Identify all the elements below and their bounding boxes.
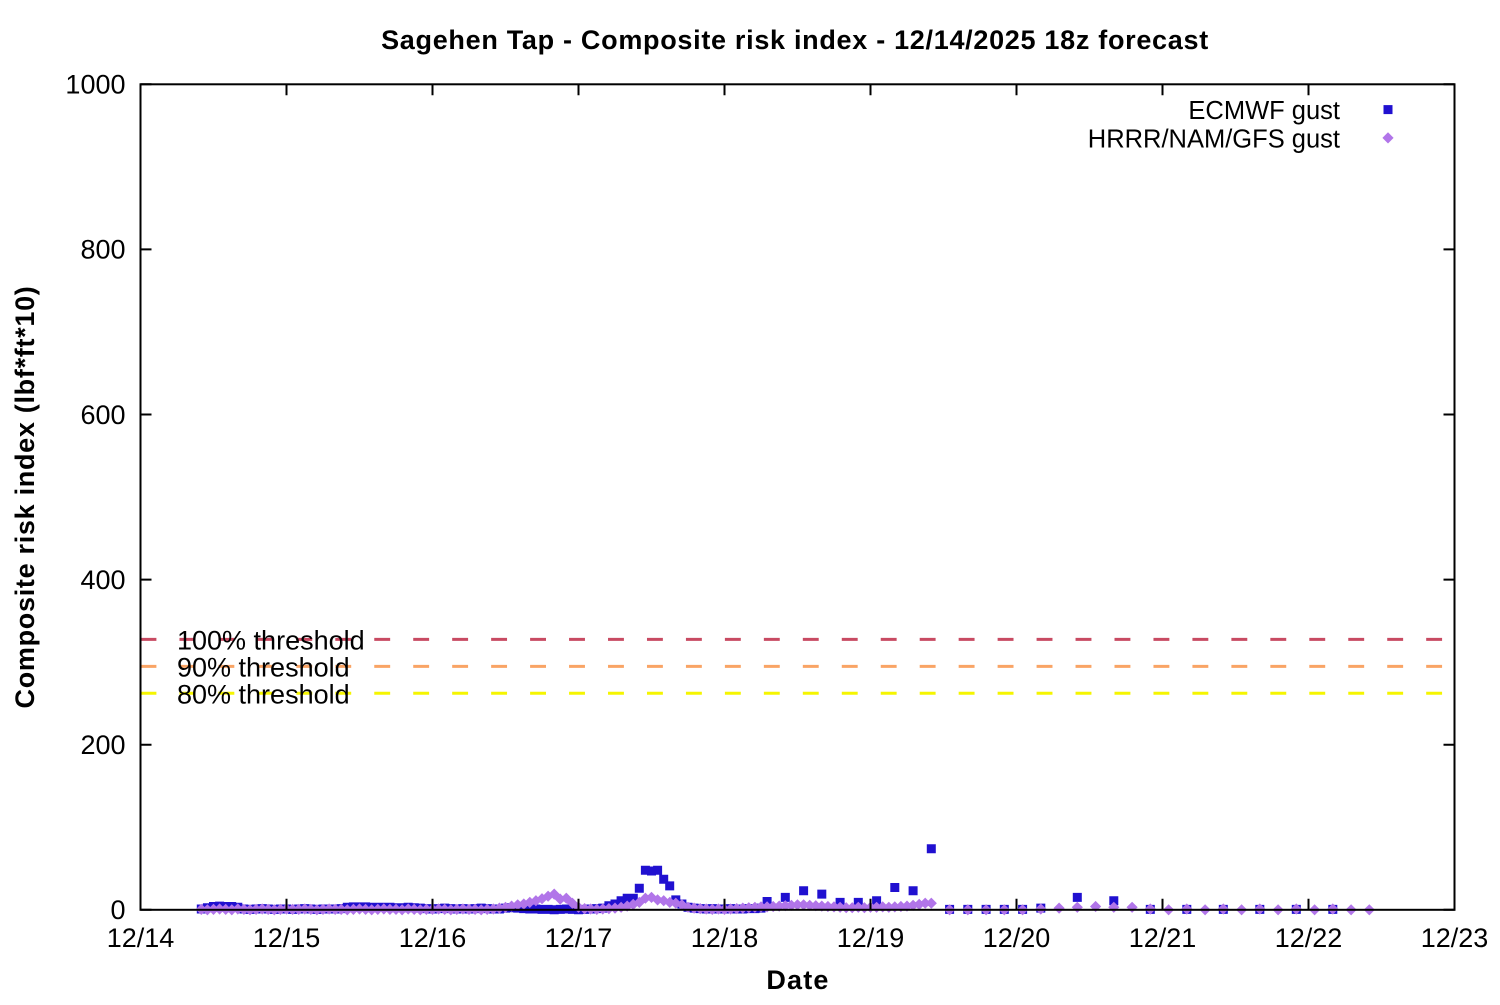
svg-text:HRRR/NAM/GFS gust: HRRR/NAM/GFS gust [1088,125,1340,153]
svg-text:12/15: 12/15 [253,923,321,953]
svg-text:12/14: 12/14 [107,923,175,953]
svg-text:800: 800 [80,235,125,265]
svg-text:Date: Date [766,965,829,995]
svg-text:Composite risk index (lbf*ft*1: Composite risk index (lbf*ft*10) [10,286,40,709]
svg-text:1000: 1000 [65,70,125,100]
svg-text:80% threshold: 80% threshold [177,679,350,709]
svg-text:200: 200 [80,730,125,760]
svg-text:Sagehen Tap - Composite risk i: Sagehen Tap - Composite risk index - 12/… [381,25,1209,55]
svg-text:0: 0 [110,895,125,925]
svg-text:12/23: 12/23 [1421,923,1489,953]
svg-text:12/19: 12/19 [837,923,905,953]
svg-text:12/18: 12/18 [691,923,759,953]
svg-text:600: 600 [80,400,125,430]
svg-text:12/17: 12/17 [545,923,613,953]
svg-text:ECMWF gust: ECMWF gust [1188,97,1340,125]
svg-text:12/20: 12/20 [983,923,1051,953]
svg-text:90% threshold: 90% threshold [177,653,350,683]
svg-text:12/16: 12/16 [399,923,467,953]
svg-text:12/21: 12/21 [1129,923,1197,953]
svg-text:400: 400 [80,565,125,595]
svg-text:12/22: 12/22 [1275,923,1343,953]
svg-text:100% threshold: 100% threshold [177,626,365,656]
